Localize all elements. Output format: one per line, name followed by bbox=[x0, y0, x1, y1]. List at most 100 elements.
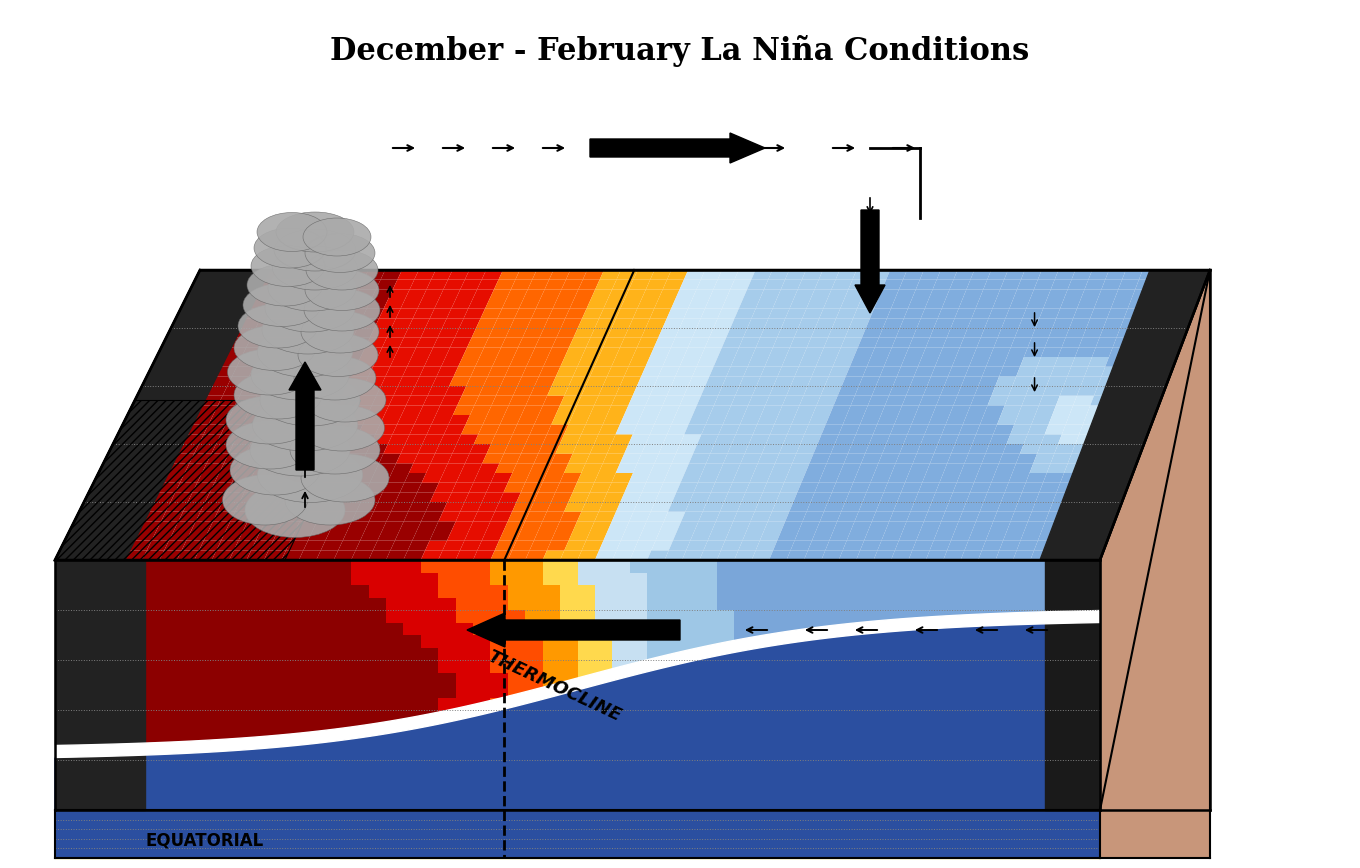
Polygon shape bbox=[786, 585, 804, 597]
Polygon shape bbox=[382, 483, 404, 492]
Polygon shape bbox=[507, 735, 525, 747]
Polygon shape bbox=[786, 685, 804, 698]
Polygon shape bbox=[1057, 309, 1077, 319]
Polygon shape bbox=[526, 319, 548, 328]
Polygon shape bbox=[598, 386, 620, 396]
Polygon shape bbox=[1035, 405, 1055, 415]
Polygon shape bbox=[612, 610, 630, 622]
Polygon shape bbox=[1057, 483, 1077, 492]
Polygon shape bbox=[129, 541, 151, 550]
Polygon shape bbox=[299, 299, 321, 309]
Polygon shape bbox=[276, 454, 298, 464]
Polygon shape bbox=[309, 279, 330, 289]
Polygon shape bbox=[594, 396, 616, 405]
Polygon shape bbox=[895, 289, 915, 299]
Polygon shape bbox=[230, 785, 246, 798]
Polygon shape bbox=[299, 760, 317, 773]
Polygon shape bbox=[699, 597, 717, 610]
Polygon shape bbox=[336, 434, 358, 444]
Polygon shape bbox=[141, 597, 159, 610]
Polygon shape bbox=[1087, 541, 1107, 550]
Polygon shape bbox=[521, 522, 543, 531]
Polygon shape bbox=[427, 424, 449, 434]
Polygon shape bbox=[481, 270, 503, 279]
Polygon shape bbox=[468, 299, 490, 309]
Polygon shape bbox=[254, 464, 276, 473]
Polygon shape bbox=[602, 338, 624, 347]
Polygon shape bbox=[107, 585, 125, 597]
Polygon shape bbox=[891, 760, 908, 773]
Polygon shape bbox=[1054, 270, 1076, 279]
Polygon shape bbox=[1047, 710, 1065, 722]
Polygon shape bbox=[800, 434, 821, 444]
Polygon shape bbox=[821, 710, 839, 722]
Polygon shape bbox=[752, 585, 770, 597]
Polygon shape bbox=[369, 798, 386, 810]
Polygon shape bbox=[487, 444, 509, 454]
Polygon shape bbox=[1051, 279, 1072, 289]
Polygon shape bbox=[1100, 415, 1121, 424]
Polygon shape bbox=[630, 560, 647, 573]
Polygon shape bbox=[760, 531, 781, 541]
Polygon shape bbox=[620, 492, 642, 502]
Polygon shape bbox=[734, 610, 752, 622]
Polygon shape bbox=[1034, 541, 1055, 550]
Polygon shape bbox=[194, 622, 212, 635]
Polygon shape bbox=[177, 685, 194, 698]
Polygon shape bbox=[786, 610, 804, 622]
Polygon shape bbox=[351, 685, 369, 698]
Polygon shape bbox=[934, 444, 955, 454]
Polygon shape bbox=[369, 710, 386, 722]
Polygon shape bbox=[264, 610, 282, 622]
Polygon shape bbox=[560, 760, 578, 773]
Polygon shape bbox=[560, 511, 582, 522]
Polygon shape bbox=[728, 483, 749, 492]
Polygon shape bbox=[525, 550, 547, 560]
Polygon shape bbox=[386, 328, 408, 338]
Polygon shape bbox=[525, 573, 543, 585]
Ellipse shape bbox=[238, 304, 318, 348]
Polygon shape bbox=[786, 550, 808, 560]
Polygon shape bbox=[1175, 309, 1195, 319]
Polygon shape bbox=[141, 673, 159, 685]
Polygon shape bbox=[521, 405, 543, 415]
Polygon shape bbox=[730, 357, 752, 366]
Polygon shape bbox=[638, 531, 660, 541]
Polygon shape bbox=[525, 760, 543, 773]
Polygon shape bbox=[913, 454, 934, 464]
Polygon shape bbox=[125, 685, 141, 698]
Polygon shape bbox=[638, 492, 660, 502]
Polygon shape bbox=[831, 444, 851, 454]
Polygon shape bbox=[839, 773, 857, 785]
Polygon shape bbox=[944, 573, 960, 585]
Polygon shape bbox=[917, 444, 938, 454]
Polygon shape bbox=[650, 270, 672, 279]
Polygon shape bbox=[386, 560, 404, 573]
Polygon shape bbox=[991, 386, 1012, 396]
Polygon shape bbox=[1088, 270, 1108, 279]
Polygon shape bbox=[54, 622, 72, 635]
Polygon shape bbox=[456, 550, 477, 560]
Polygon shape bbox=[264, 785, 282, 798]
Polygon shape bbox=[521, 444, 543, 454]
Polygon shape bbox=[718, 424, 740, 434]
Polygon shape bbox=[715, 473, 737, 483]
Polygon shape bbox=[849, 319, 870, 328]
Polygon shape bbox=[1055, 396, 1077, 405]
Polygon shape bbox=[832, 319, 853, 328]
Polygon shape bbox=[393, 424, 415, 434]
Polygon shape bbox=[283, 511, 305, 522]
Polygon shape bbox=[944, 597, 960, 610]
Polygon shape bbox=[1065, 660, 1083, 673]
Polygon shape bbox=[647, 622, 665, 635]
Polygon shape bbox=[770, 760, 786, 773]
Polygon shape bbox=[711, 483, 732, 492]
Polygon shape bbox=[107, 760, 125, 773]
Polygon shape bbox=[817, 434, 839, 444]
Polygon shape bbox=[382, 522, 404, 531]
Polygon shape bbox=[317, 585, 333, 597]
Polygon shape bbox=[279, 483, 301, 492]
Polygon shape bbox=[966, 366, 986, 377]
Polygon shape bbox=[926, 585, 944, 597]
Polygon shape bbox=[752, 386, 774, 396]
